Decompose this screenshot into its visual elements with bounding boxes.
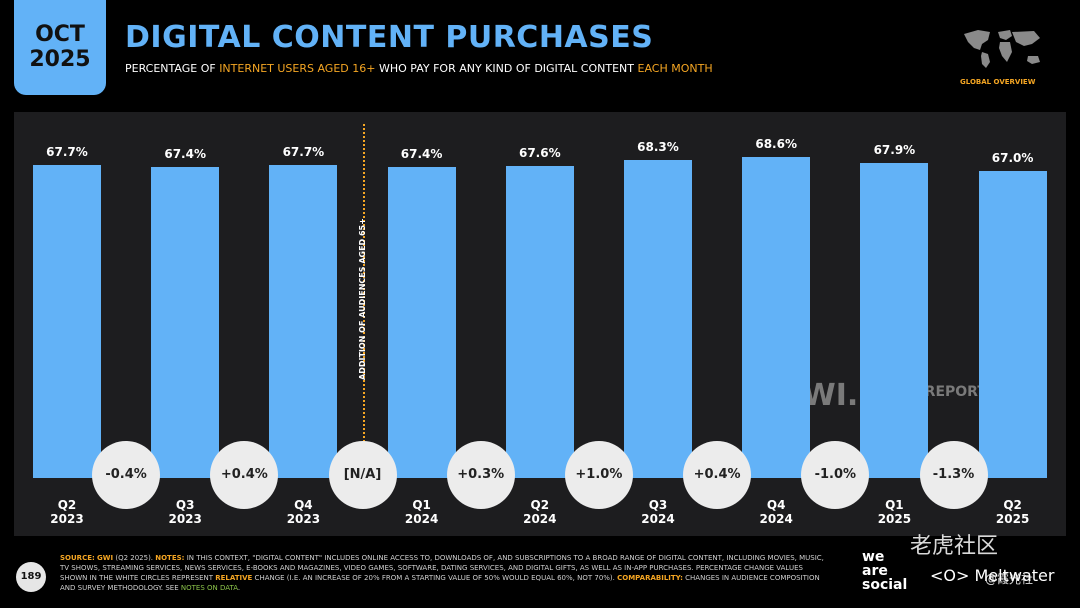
- meltwater-wordmark: Meltwater: [974, 566, 1055, 585]
- x-tick-label: Q2 2024: [505, 498, 575, 526]
- notes-notes-key: NOTES:: [155, 554, 185, 562]
- bar-value-label: 67.7%: [282, 144, 325, 159]
- brand-line-1: we: [862, 549, 885, 565]
- notes-source-key: SOURCE:: [60, 554, 95, 562]
- change-circle: [N/A]: [328, 441, 397, 509]
- bar-value-label: 67.4%: [400, 147, 443, 162]
- corner-handle: @霞光社: [985, 572, 1034, 586]
- bar-value-label: 68.3%: [637, 139, 679, 154]
- tick-quarter: Q1: [412, 498, 431, 512]
- bar-value-label: 67.7%: [46, 144, 88, 159]
- date-month: OCT: [35, 22, 85, 47]
- bar: [33, 164, 101, 478]
- tick-year: 2025: [995, 512, 1030, 526]
- change-circle: -1.3%: [919, 441, 988, 509]
- notes-relative: RELATIVE: [215, 574, 253, 582]
- bar: [742, 157, 811, 478]
- tick-year: 2024: [641, 512, 675, 526]
- bar-value-label: 67.6%: [518, 145, 561, 160]
- tick-quarter: Q3: [648, 498, 668, 512]
- chart-panel: ADDITION OF AUDIENCES AGED 65+ GWI. DATA…: [14, 112, 1066, 536]
- bar: [978, 170, 1047, 478]
- bar-value-label: 68.6%: [755, 137, 797, 152]
- subtitle-highlight-1: INTERNET USERS AGED 16+: [219, 62, 376, 75]
- tick-year: 2023: [286, 512, 321, 526]
- x-tick-label: Q3 2024: [623, 498, 693, 526]
- notes-on-data-link[interactable]: NOTES ON DATA: [180, 584, 238, 592]
- tick-quarter: Q4: [766, 498, 786, 512]
- world-map-icon: [964, 30, 1040, 68]
- tick-year: 2023: [168, 512, 202, 526]
- notes-text-1: IN THIS CONTEXT, "DIGITAL CONTENT" INCLU…: [60, 554, 824, 582]
- subtitle-part-1: PERCENTAGE OF: [125, 62, 220, 75]
- notes-source-gwi: GWI: [97, 554, 114, 562]
- bar: [387, 167, 456, 478]
- tick-quarter: Q4: [294, 498, 313, 512]
- tick-year: 2024: [759, 512, 793, 526]
- date-year: 2025: [29, 47, 91, 72]
- bar: [269, 164, 338, 478]
- change-circle: -1.0%: [801, 441, 870, 509]
- change-circle: -0.4%: [92, 441, 161, 509]
- tick-quarter: Q2: [530, 498, 550, 512]
- page-subtitle: PERCENTAGE OF INTERNET USERS AGED 16+ WH…: [125, 62, 713, 75]
- meltwater-icon: <O>: [930, 566, 975, 585]
- tick-quarter: Q1: [885, 498, 904, 512]
- change-circle: +0.4%: [210, 441, 279, 509]
- brand-line-2: are: [862, 563, 888, 579]
- tick-year: 2023: [50, 512, 84, 526]
- notes-comparability-key: COMPARABILITY:: [617, 574, 683, 582]
- bar-value-label: 67.4%: [164, 147, 206, 162]
- global-overview-label: GLOBAL OVERVIEW: [960, 78, 1036, 86]
- we-are-social-logo: we are social: [862, 550, 907, 592]
- x-tick-label: Q1 2025: [859, 498, 929, 526]
- meltwater-logo: <O> Meltwater: [930, 566, 1054, 585]
- bar: [505, 165, 574, 478]
- bar-value-label: 67.9%: [873, 143, 916, 158]
- subtitle-part-2: WHO PAY FOR ANY KIND OF DIGITAL CONTENT: [375, 62, 638, 75]
- bar: [624, 159, 692, 478]
- corner-watermark: 老虎社区: [910, 534, 999, 559]
- x-tick-label: Q4 2023: [268, 498, 338, 526]
- tick-quarter: Q2: [1003, 498, 1022, 512]
- tick-year: 2025: [877, 512, 912, 526]
- notes-end: .: [237, 584, 241, 592]
- methodology-divider: [363, 124, 365, 454]
- bar-value-label: 67.0%: [991, 150, 1034, 165]
- tick-quarter: Q3: [175, 498, 195, 512]
- subtitle-highlight-2: EACH MONTH: [637, 62, 713, 75]
- footer-notes: SOURCE: GWI (Q2 2025). NOTES: IN THIS CO…: [60, 553, 832, 593]
- change-circle: +1.0%: [564, 441, 633, 509]
- brand-line-3: social: [862, 577, 908, 593]
- change-circle: +0.3%: [446, 441, 515, 509]
- x-tick-label: Q4 2024: [741, 498, 811, 526]
- date-badge: OCT 2025: [14, 0, 106, 95]
- tick-quarter: Q2: [57, 498, 77, 512]
- tick-year: 2024: [523, 512, 557, 526]
- change-circle: +0.4%: [683, 441, 752, 509]
- bar: [860, 163, 929, 478]
- x-tick-label: Q3 2023: [150, 498, 220, 526]
- bar: [151, 167, 220, 478]
- divider-annotation: ADDITION OF AUDIENCES AGED 65+: [358, 218, 367, 380]
- notes-text-2: CHANGE (I.E. AN INCREASE OF 20% FROM A S…: [252, 574, 618, 582]
- tick-year: 2024: [404, 512, 439, 526]
- x-tick-label: Q2 2023: [32, 498, 102, 526]
- notes-source-val: (Q2 2025).: [113, 554, 156, 562]
- notes-text-3: CHANGES IN AUDIENCE COMPOSITION AND SURV…: [60, 574, 820, 592]
- page-number: 189: [16, 562, 46, 592]
- x-tick-label: Q1 2024: [387, 498, 457, 526]
- page-title: DIGITAL CONTENT PURCHASES: [125, 20, 654, 55]
- x-tick-label: Q2 2025: [978, 498, 1048, 526]
